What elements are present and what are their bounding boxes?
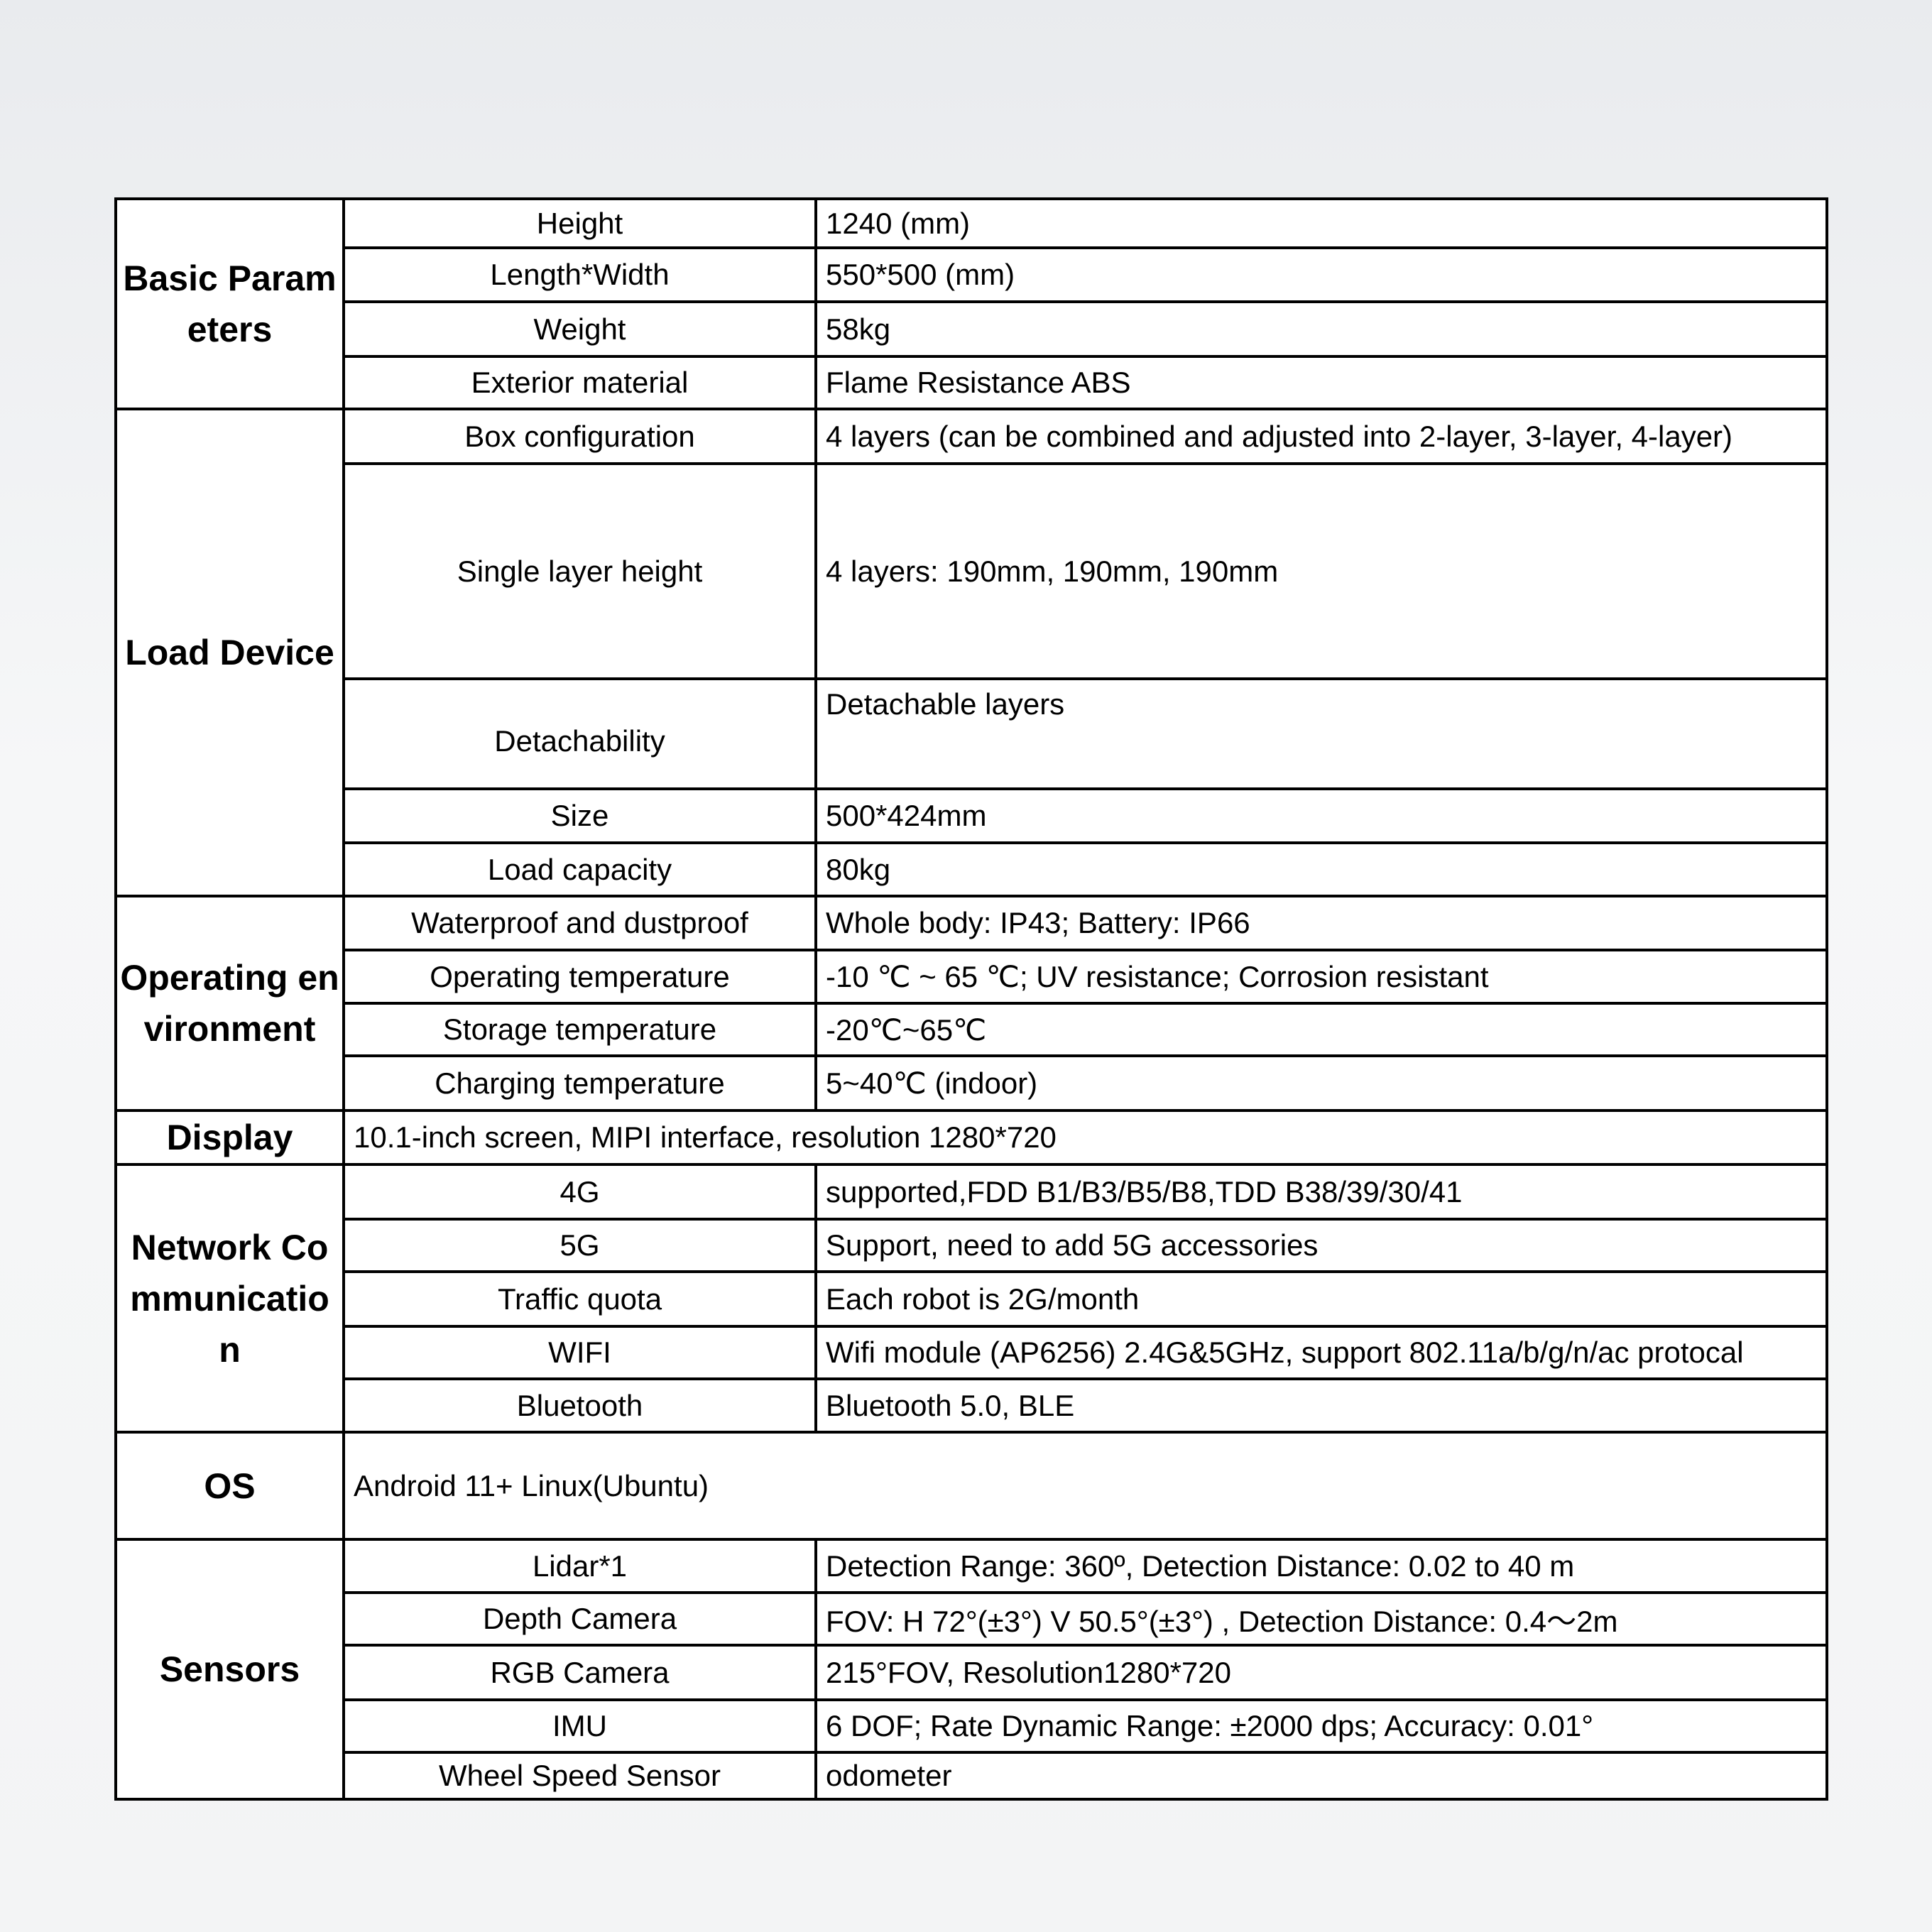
table-row: Size 500*424mm [116, 787, 1828, 844]
table-row: Length*Width 550*500 (mm) [116, 246, 1828, 303]
table-row: Depth Camera FOV: H 72°(±3°) V 50.5°(±3°… [116, 1591, 1828, 1647]
table-row: Wheel Speed Sensor odometer [116, 1751, 1828, 1801]
spec-value: Android 11+ Linux(Ubuntu) [342, 1431, 1828, 1541]
table-row: IMU 6 DOF; Rate Dynamic Range: ±2000 dps… [116, 1698, 1828, 1754]
spec-value: Each robot is 2G/month [814, 1270, 1828, 1328]
spec-value: 10.1-inch screen, MIPI interface, resolu… [342, 1109, 1828, 1166]
spec-value: 215°FOV, Resolution1280*720 [814, 1644, 1828, 1701]
spec-value: 58kg [814, 300, 1828, 358]
table-row: Operating temperature -10 ℃ ~ 65 ℃; UV r… [116, 949, 1828, 1005]
table-row: Sensors Lidar*1 Detection Range: 360º, D… [114, 1538, 1828, 1801]
spec-value: Detection Range: 360º, Detection Distanc… [814, 1538, 1828, 1594]
section-title: OS [114, 1431, 345, 1541]
spec-value: 550*500 (mm) [814, 246, 1828, 303]
spec-value: Bluetooth 5.0, BLE [814, 1377, 1828, 1434]
spec-label: Charging temperature [342, 1054, 817, 1112]
section-title: Display [114, 1109, 345, 1166]
spec-label: Operating temperature [342, 949, 817, 1005]
spec-value: 500*424mm [814, 787, 1828, 844]
spec-value: Flame Resistance ABS [814, 355, 1828, 410]
spec-table: Basic Parameters Height 1240 (mm) Length… [114, 197, 1828, 1801]
table-row: Load Device Box configuration 4 layers (… [114, 408, 1828, 897]
table-row: Charging temperature 5~40℃ (indoor) [116, 1054, 1828, 1112]
spec-label: Wheel Speed Sensor [342, 1751, 817, 1801]
spec-label: Depth Camera [342, 1591, 817, 1647]
spec-label: Height [342, 197, 817, 249]
spec-value: 80kg [814, 841, 1828, 897]
spec-value: Whole body: IP43; Battery: IP66 [814, 895, 1828, 951]
spec-value: 4 layers: 190mm, 190mm, 190mm [814, 462, 1828, 680]
table-row: Network Communication 4G supported,FDD B… [114, 1163, 1828, 1434]
spec-value: 6 DOF; Rate Dynamic Range: ±2000 dps; Ac… [814, 1698, 1828, 1754]
table-row: Traffic quota Each robot is 2G/month [116, 1270, 1828, 1328]
spec-label: Size [342, 787, 817, 844]
spec-label: Waterproof and dustproof [342, 895, 817, 951]
spec-value: odometer [814, 1751, 1828, 1801]
spec-label: Single layer height [342, 462, 817, 680]
table-row: RGB Camera 215°FOV, Resolution1280*720 [116, 1644, 1828, 1701]
section-title: Sensors [114, 1538, 345, 1801]
table-row: Bluetooth Bluetooth 5.0, BLE [116, 1377, 1828, 1434]
spec-value: Support, need to add 5G accessories [814, 1218, 1828, 1273]
spec-label: Bluetooth [342, 1377, 817, 1434]
table-row: Basic Parameters Height 1240 (mm) [114, 197, 1828, 410]
spec-value: supported,FDD B1/B3/B5/B8,TDD B38/39/30/… [814, 1163, 1828, 1221]
spec-label: IMU [342, 1698, 817, 1754]
table-row: Display 10.1-inch screen, MIPI interface… [114, 1109, 1828, 1166]
table-row: Storage temperature -20℃~65℃ [116, 1002, 1828, 1057]
spec-value: 1240 (mm) [814, 197, 1828, 249]
spec-label: Load capacity [342, 841, 817, 897]
section-title: Load Device [114, 408, 345, 897]
spec-value: Wifi module (AP6256) 2.4G&5GHz, support … [814, 1325, 1828, 1380]
spec-value: 4 layers (can be combined and adjusted i… [814, 408, 1828, 465]
table-row: WIFI Wifi module (AP6256) 2.4G&5GHz, sup… [116, 1325, 1828, 1380]
spec-value: FOV: H 72°(±3°) V 50.5°(±3°) , Detection… [814, 1591, 1828, 1647]
spec-label: Lidar*1 [342, 1538, 817, 1594]
section-title: Network Communication [114, 1163, 345, 1434]
spec-label: WIFI [342, 1325, 817, 1380]
table-row: Detachability Detachable layers [116, 677, 1828, 790]
spec-value: -10 ℃ ~ 65 ℃; UV resistance; Corrosion r… [814, 949, 1828, 1005]
spec-label: 4G [342, 1163, 817, 1221]
spec-label: Weight [342, 300, 817, 358]
table-row: Exterior material Flame Resistance ABS [116, 355, 1828, 410]
spec-label: Exterior material [342, 355, 817, 410]
spec-label: Storage temperature [342, 1002, 817, 1057]
section-title: Basic Parameters [114, 197, 345, 410]
spec-label: Box configuration [342, 408, 817, 465]
table-row: OS Android 11+ Linux(Ubuntu) [114, 1431, 1828, 1541]
table-row: Single layer height 4 layers: 190mm, 190… [116, 462, 1828, 680]
spec-value: 5~40℃ (indoor) [814, 1054, 1828, 1112]
spec-label: Traffic quota [342, 1270, 817, 1328]
spec-value: Detachable layers [814, 677, 1828, 790]
spec-label: 5G [342, 1218, 817, 1273]
section-title: Operating environment [114, 895, 345, 1112]
table-row: Load capacity 80kg [116, 841, 1828, 897]
spec-value: -20℃~65℃ [814, 1002, 1828, 1057]
spec-label: Detachability [342, 677, 817, 790]
table-row: Operating environment Waterproof and dus… [114, 895, 1828, 1112]
table-row: Weight 58kg [116, 300, 1828, 358]
spec-label: Length*Width [342, 246, 817, 303]
spec-label: RGB Camera [342, 1644, 817, 1701]
table-row: 5G Support, need to add 5G accessories [116, 1218, 1828, 1273]
